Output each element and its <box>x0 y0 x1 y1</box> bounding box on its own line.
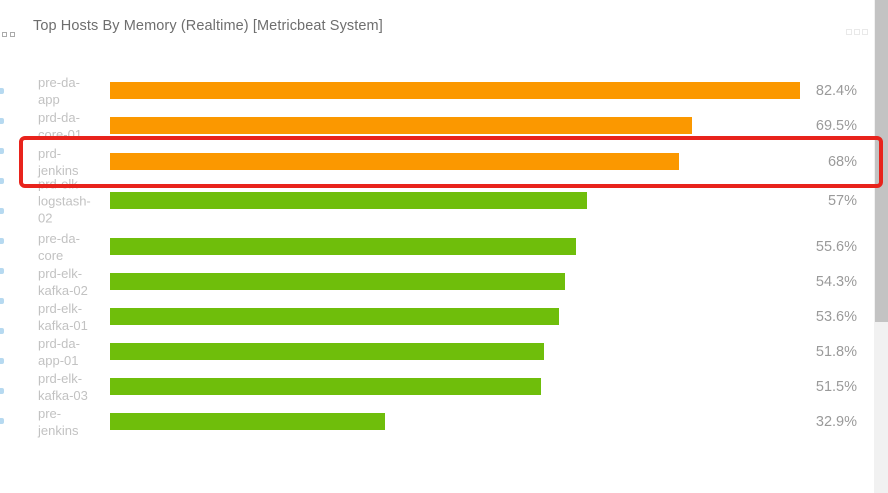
host-label-line: prd-elk- <box>38 370 83 386</box>
value-label: 55.6% <box>815 238 857 255</box>
host-label-line: prd-elk- <box>38 176 83 191</box>
host-label-line: core <box>38 247 64 263</box>
host-label-line: prd-elk- <box>38 300 83 316</box>
edge-dot <box>0 358 4 364</box>
drag-handle-square <box>2 32 7 37</box>
host-label: pre-jenkins <box>38 405 112 439</box>
host-label-line: jenkins <box>38 162 79 178</box>
edge-dot <box>0 298 4 304</box>
value-label: 51.8% <box>815 343 857 360</box>
host-label: pre-da-app <box>38 74 112 108</box>
edge-dot <box>0 268 4 274</box>
edge-dot <box>0 118 4 124</box>
host-label: prd-elk-kafka-01 <box>38 300 112 334</box>
host-label-line: logstash- <box>38 193 91 208</box>
value-label: 54.3% <box>815 273 857 290</box>
host-label-line: prd-elk- <box>38 265 83 281</box>
scrollbar-thumb[interactable] <box>875 0 888 322</box>
host-label: pre-da-core <box>38 230 112 264</box>
resize-handle-square <box>846 29 852 35</box>
resize-handle-square <box>854 29 860 35</box>
edge-dot <box>0 208 4 214</box>
host-label: prd-elk-kafka-02 <box>38 265 112 299</box>
host-label-line: app <box>38 91 60 107</box>
value-label: 51.5% <box>815 378 857 395</box>
memory-usage-bar[interactable] <box>110 413 385 430</box>
host-label: prd-elk-kafka-03 <box>38 370 112 404</box>
host-label-line: prd- <box>38 145 62 161</box>
value-label: 69.5% <box>815 117 857 134</box>
memory-usage-bar[interactable] <box>110 308 559 325</box>
edge-dot <box>0 148 4 154</box>
host-label-line: kafka-03 <box>38 387 88 403</box>
memory-usage-bar[interactable] <box>110 82 800 99</box>
edge-dot <box>0 418 4 424</box>
host-label: prd-da-core-01 <box>38 109 112 143</box>
host-label: prd-da-app-01 <box>38 335 112 369</box>
host-label-line: prd-da- <box>38 109 80 125</box>
scrollbar-track[interactable] <box>874 0 888 493</box>
host-label-line: pre-da- <box>38 230 80 246</box>
value-label: 82.4% <box>815 82 857 99</box>
memory-usage-bar[interactable] <box>110 117 692 134</box>
host-label: prd-elk-logstash- 02 <box>38 175 112 226</box>
host-label-line: kafka-02 <box>38 282 88 298</box>
memory-usage-bar[interactable] <box>110 192 587 209</box>
host-label-line: 02 <box>38 210 53 225</box>
host-label: prd-jenkins <box>38 145 112 179</box>
edge-dot <box>0 178 4 184</box>
memory-usage-bar[interactable] <box>110 378 541 395</box>
drag-handle-square <box>10 32 15 37</box>
value-label: 57% <box>827 192 857 209</box>
memory-usage-bar[interactable] <box>110 343 544 360</box>
memory-usage-bar[interactable] <box>110 273 565 290</box>
edge-dot <box>0 88 4 94</box>
value-label: 32.9% <box>815 413 857 430</box>
host-label-line: core-01 <box>38 126 83 142</box>
host-label-line: pre- <box>38 405 62 421</box>
host-label-line: pre-da- <box>38 74 80 90</box>
value-label: 53.6% <box>815 308 857 325</box>
host-label-line: jenkins <box>38 422 79 438</box>
host-label-line: kafka-01 <box>38 317 88 333</box>
edge-dot <box>0 238 4 244</box>
edge-dot <box>0 388 4 394</box>
resize-handle-square <box>862 29 868 35</box>
memory-usage-bar[interactable] <box>110 238 576 255</box>
value-label: 68% <box>827 153 857 170</box>
host-label-line: prd-da- <box>38 335 80 351</box>
host-label-line: app-01 <box>38 352 79 368</box>
panel-title: Top Hosts By Memory (Realtime) [Metricbe… <box>33 18 383 34</box>
edge-dot <box>0 328 4 334</box>
memory-usage-bar[interactable] <box>110 153 679 170</box>
